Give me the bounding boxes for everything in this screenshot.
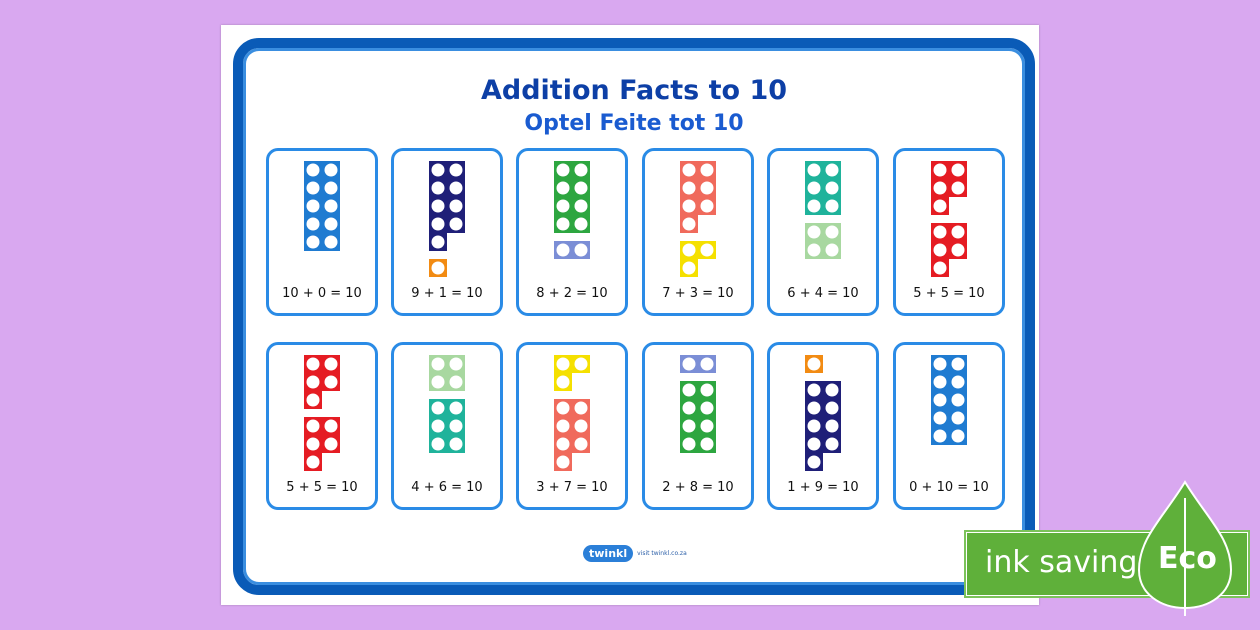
numicon-10 <box>304 161 340 251</box>
numicon-pair <box>429 355 465 453</box>
numicon-pair <box>429 161 465 277</box>
fact-card: 7 + 3 = 10 <box>642 148 754 316</box>
numicon-pair <box>931 161 967 277</box>
equation-label: 5 + 5 = 10 <box>286 480 358 495</box>
fact-card: 5 + 5 = 10 <box>893 148 1005 316</box>
numicon-6 <box>805 161 841 215</box>
fact-card: 6 + 4 = 10 <box>767 148 879 316</box>
worksheet: Addition Facts to 10 Optel Feite tot 10 … <box>221 25 1039 605</box>
numicon-pair <box>554 355 590 471</box>
fact-card: 4 + 6 = 10 <box>391 342 503 510</box>
equation-label: 2 + 8 = 10 <box>662 480 734 495</box>
equation-label: 3 + 7 = 10 <box>536 480 608 495</box>
equation-label: 5 + 5 = 10 <box>913 286 985 301</box>
fact-card: 8 + 2 = 10 <box>516 148 628 316</box>
equation-label: 9 + 1 = 10 <box>411 286 483 301</box>
fact-card: 1 + 9 = 10 <box>767 342 879 510</box>
equation-label: 4 + 6 = 10 <box>411 480 483 495</box>
numicon-4 <box>805 223 841 259</box>
numicon-pair <box>554 161 590 259</box>
equation-label: 10 + 0 = 10 <box>282 286 362 301</box>
numicon-2 <box>554 241 590 259</box>
numicon-7 <box>680 161 716 233</box>
twinkl-logo: twinkl visit twinkl.co.za <box>583 543 687 563</box>
numicon-5 <box>304 417 340 471</box>
fact-card: 2 + 8 = 10 <box>642 342 754 510</box>
numicon-pair <box>304 161 340 251</box>
fact-card: 3 + 7 = 10 <box>516 342 628 510</box>
ink-saving-label: ink saving <box>985 545 1138 580</box>
fact-card: 5 + 5 = 10 <box>266 342 378 510</box>
equation-label: 1 + 9 = 10 <box>787 480 859 495</box>
numicon-8 <box>680 381 716 453</box>
page-title: Addition Facts to 10 <box>480 75 788 106</box>
equation-label: 7 + 3 = 10 <box>662 286 734 301</box>
eco-leaf-icon <box>1137 480 1233 616</box>
numicon-4 <box>429 355 465 391</box>
logo-brand: twinkl <box>583 544 634 562</box>
numicon-5 <box>931 161 967 215</box>
numicon-pair <box>680 355 716 453</box>
numicon-8 <box>554 161 590 233</box>
page-subtitle: Optel Feite tot 10 <box>524 111 744 136</box>
numicon-9 <box>805 381 841 471</box>
numicon-2 <box>680 355 716 373</box>
worksheet-frame: Addition Facts to 10 Optel Feite tot 10 … <box>233 38 1035 595</box>
numicon-1 <box>429 259 447 277</box>
numicon-1 <box>805 355 823 373</box>
equation-label: 8 + 2 = 10 <box>536 286 608 301</box>
fact-card: 9 + 1 = 10 <box>391 148 503 316</box>
numicon-5 <box>304 355 340 409</box>
numicon-pair <box>805 355 841 471</box>
numicon-pair <box>304 355 340 471</box>
numicon-6 <box>429 399 465 453</box>
numicon-7 <box>554 399 590 471</box>
fact-card: 0 + 10 = 10 <box>893 342 1005 510</box>
numicon-3 <box>554 355 590 391</box>
numicon-pair <box>680 161 716 277</box>
equation-label: 6 + 4 = 10 <box>787 286 859 301</box>
eco-badge: Eco <box>1158 541 1217 576</box>
numicon-5 <box>931 223 967 277</box>
numicon-3 <box>680 241 716 277</box>
logo-url: visit twinkl.co.za <box>637 549 687 557</box>
numicon-pair <box>931 355 967 445</box>
numicon-9 <box>429 161 465 251</box>
numicon-10 <box>931 355 967 445</box>
numicon-pair <box>805 161 841 259</box>
fact-card: 10 + 0 = 10 <box>266 148 378 316</box>
equation-label: 0 + 10 = 10 <box>909 480 989 495</box>
